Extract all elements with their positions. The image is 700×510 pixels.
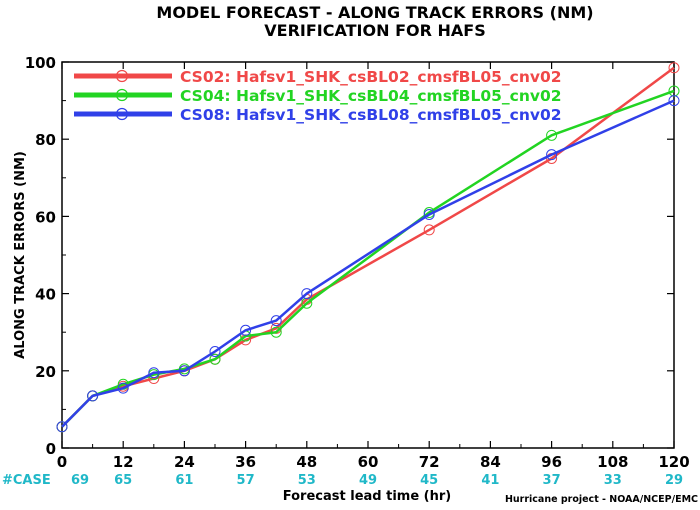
series-3	[56, 95, 680, 433]
x-tick-label: 0	[57, 453, 67, 471]
x-tick-label: 48	[296, 453, 317, 471]
legend-marker	[115, 88, 129, 102]
y-tick-label: 0	[46, 440, 56, 458]
data-point	[209, 346, 221, 357]
data-point	[117, 382, 129, 394]
y-tick-label: 20	[35, 363, 56, 381]
legend: CS02: Hafsv1_SHK_csBL02_cmsfBL05_cnv02CS…	[74, 68, 562, 124]
case-count: 49	[359, 473, 377, 488]
case-count: 57	[237, 473, 255, 488]
data-point	[546, 149, 558, 161]
y-tick-label: 100	[25, 54, 56, 72]
x-axis-label: Forecast lead time (hr)	[283, 489, 451, 504]
legend-marker	[115, 107, 129, 121]
case-count: 41	[481, 473, 499, 488]
data-point	[270, 326, 282, 338]
data-point	[240, 324, 252, 336]
legend-label: CS08: Hafsv1_SHK_csBL08_cmsfBL05_cnv02	[180, 106, 562, 124]
y-axis-label: ALONG TRACK ERRORS (NM)	[13, 151, 28, 359]
legend-label: CS04: Hafsv1_SHK_csBL04_cmsfBL05_cnv02	[180, 87, 562, 105]
case-count: 33	[604, 473, 622, 488]
data-point	[178, 365, 190, 377]
x-tick-label: 84	[480, 453, 501, 471]
y-tick-label: 40	[35, 286, 56, 304]
x-tick-label: 12	[113, 453, 134, 471]
y-tick-label: 60	[35, 208, 56, 226]
case-count: 69	[71, 473, 89, 488]
y-tick-label: 80	[35, 131, 56, 149]
data-point	[148, 367, 160, 379]
data-point	[56, 421, 68, 433]
legend-label: CS02: Hafsv1_SHK_csBL02_cmsfBL05_cnv02	[180, 68, 562, 86]
data-point	[209, 353, 221, 365]
x-tick-label: 36	[235, 453, 256, 471]
case-count: 53	[298, 473, 316, 488]
x-tick-label: 108	[597, 453, 628, 471]
x-tick-label: 24	[174, 453, 195, 471]
chart-title: MODEL FORECAST - ALONG TRACK ERRORS (NM)	[156, 3, 593, 22]
x-tick-label: 96	[541, 453, 562, 471]
case-count: 65	[114, 473, 132, 488]
plot-area: 0 12 24 36 48 60 72 84 96 108 120 0 20 40 60 80 100 CS02:…	[25, 54, 690, 488]
data-point	[668, 62, 680, 74]
data-point	[87, 390, 99, 402]
case-count: 61	[175, 473, 193, 488]
data-point	[270, 315, 282, 327]
case-count: 37	[543, 473, 561, 488]
case-count: 45	[420, 473, 438, 488]
case-label: #CASE	[2, 473, 51, 488]
x-tick-label: 60	[358, 453, 379, 471]
data-point	[423, 224, 435, 236]
x-tick-label: 120	[658, 453, 689, 471]
data-point	[301, 288, 313, 300]
data-point	[668, 95, 680, 107]
footer-credit: Hurricane project - NOAA/NCEP/EMC	[505, 494, 698, 505]
x-tick-label: 72	[419, 453, 440, 471]
legend-marker	[115, 69, 129, 83]
chart-subtitle: VERIFICATION FOR HAFS	[264, 21, 485, 40]
data-point	[423, 208, 435, 220]
data-point	[546, 129, 558, 141]
case-count: 29	[665, 473, 683, 488]
